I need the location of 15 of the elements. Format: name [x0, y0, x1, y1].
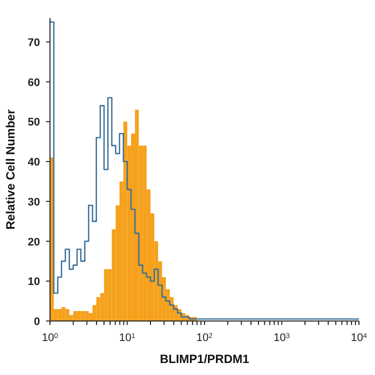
y-tick-label: 40	[28, 156, 40, 169]
x-tick-label: 10$^{3}$	[274, 332, 290, 344]
y-tick-label: 30	[28, 196, 40, 208]
y-tick-label: 50	[28, 116, 40, 129]
x-tick-label: 10$^{4}$	[350, 332, 368, 344]
x-tick-label: 10$^{2}$	[196, 332, 213, 344]
y-tick-label: 60	[28, 76, 40, 89]
x-axis-title: BLIMP1/PRDM1	[160, 352, 250, 366]
y-tick-label: 20	[28, 236, 40, 248]
y-tick-label: 10	[28, 276, 40, 288]
x-tick-label: 10$^{1}$	[119, 332, 136, 344]
y-tick-label: 70	[28, 36, 40, 49]
y-axis-title: Relative Cell Number	[3, 109, 18, 230]
y-tick-label: 0	[34, 316, 40, 328]
x-tick-label: 10$^{0}$	[42, 332, 58, 344]
